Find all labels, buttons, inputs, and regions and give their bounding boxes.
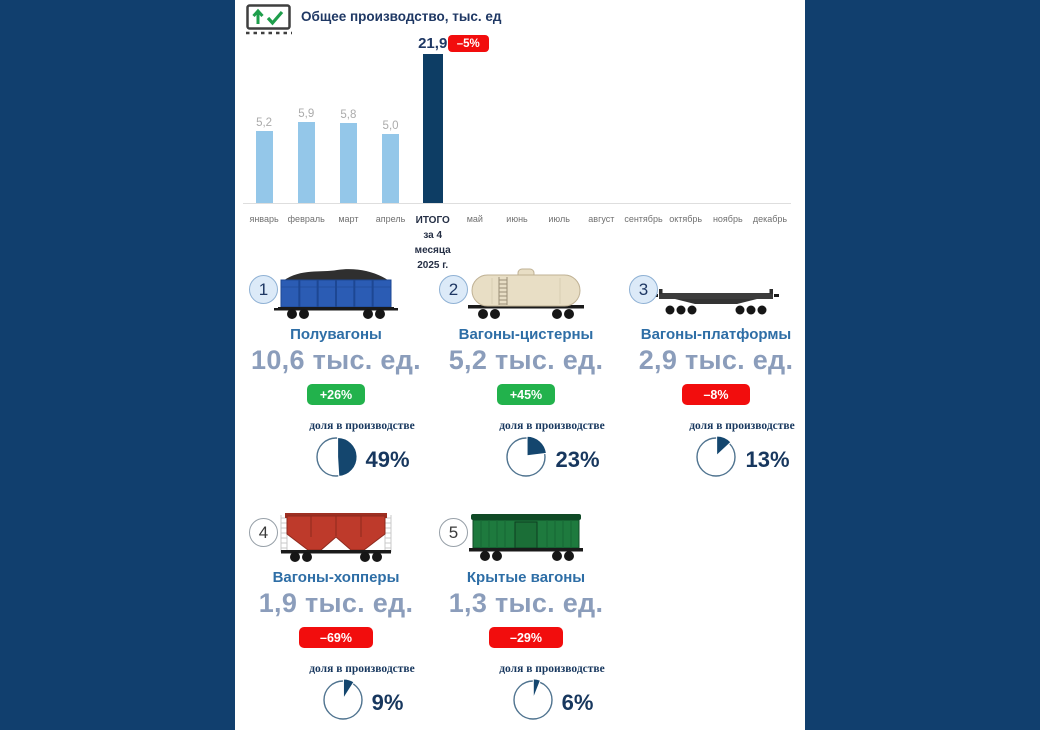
wagon-type-name: Крытые вагоны [466,569,586,586]
bar-column: 5,9 [285,108,327,203]
wagon-card-1: 1 Полувагоны 10,6 тыс. ед. +26% доля в п… [243,260,429,484]
wagon-card-3: 3 Вагоны-платформы 2,9 тыс. ед. –8% доля… [623,260,805,484]
change-badge: –8% [682,384,750,405]
share-percent: 49% [365,446,410,472]
card-number-badge: 5 [439,518,468,547]
hopper-wagon-icon [243,505,429,563]
share-row: 13% [649,435,805,484]
change-badge: +45% [496,384,556,405]
wagon-type-name: Полувагоны [290,326,382,343]
share-pie-chart [511,678,555,727]
share-label: доля в производстве [499,663,605,675]
wagon-card-2: 2 Вагоны-цистерны 5,2 тыс. ед. +45% доля… [433,260,619,484]
x-label-month: август [588,214,615,224]
chart-bars-area: 5,2 5,9 5,8 5,0 21,9 –5% [243,33,791,204]
production-share: доля в производстве 13% [649,420,805,484]
x-label-month: март [338,214,359,224]
bar-value-label: 5,2 [256,117,273,129]
wagon-production-value: 1,9 тыс. ед. [258,588,414,618]
share-row: 49% [269,435,455,484]
card-number-badge: 1 [249,275,278,304]
share-percent: 9% [371,689,404,715]
x-label-month: январь [249,214,279,224]
x-label-month: ноябрь [712,214,743,224]
card-number-badge: 3 [629,275,658,304]
change-badge: –29% [489,627,563,648]
wagon-type-name: Вагоны-цистерны [458,326,594,343]
production-share: доля в производстве 23% [459,420,645,484]
total-change-badge: –5% [447,35,489,52]
tank-wagon-icon [433,262,619,320]
wagon-production-value: 2,9 тыс. ед. [638,345,794,375]
monitor-up-check-icon [245,3,295,42]
total-bar [422,54,443,203]
x-label-month: май [466,214,483,224]
gondola-wagon-icon [243,262,429,320]
production-share: доля в производстве 6% [459,663,645,727]
wagon-card-5: 5 Крытые вагоны 1,3 тыс. ед. –29% доля в… [433,503,619,727]
bar-column-total: 21,9 –5% [412,35,489,203]
bar-value-label: 5,9 [298,108,315,120]
month-bar [339,123,357,203]
share-row: 6% [459,678,645,727]
x-label-month: апрель [375,214,406,224]
share-label: доля в производстве [499,420,605,432]
share-pie-chart [321,678,365,727]
wagon-type-name: Вагоны-платформы [640,326,792,343]
wagon-production-value: 5,2 тыс. ед. [448,345,604,375]
wagon-type-name: Вагоны-хопперы [272,569,400,586]
x-label-month: октябрь [669,214,703,224]
bar-value-label: 5,0 [382,120,399,132]
wagon-card-4: 4 Вагоны-хопперы 1,9 тыс. ед. –69% доля … [243,503,429,727]
month-bar [255,131,273,203]
bar-value-label: 5,8 [340,109,357,121]
share-percent: 13% [745,446,790,472]
production-bar-chart: 5,2 5,9 5,8 5,0 21,9 –5% январь февраль март апр… [243,33,791,273]
wagon-production-value: 1,3 тыс. ед. [448,588,604,618]
production-share: доля в производстве 49% [269,420,455,484]
month-bar [297,122,315,203]
share-row: 23% [459,435,645,484]
chart-x-axis-labels: январь февраль март апрель ИТОГО за 4 месяца… [243,204,791,273]
share-pie-chart [504,435,548,484]
flat-wagon-icon [623,262,805,320]
card-number-badge: 2 [439,275,468,304]
share-label: доля в производстве [689,420,795,432]
card-number-badge: 4 [249,518,278,547]
share-label: доля в производстве [309,663,415,675]
chart-title: Общее производство, тыс. ед [301,9,502,24]
month-bar [382,134,400,203]
bar-value-label: 21,9 [418,35,448,52]
bar-column: 5,2 [243,117,285,203]
share-percent: 6% [561,689,594,715]
x-label-month: сентябрь [624,214,663,224]
x-label-month: февраль [287,214,325,224]
bar-column: 5,0 [369,120,411,203]
share-pie-chart [694,435,738,484]
boxcar-wagon-icon [433,505,619,563]
share-pie-chart [314,435,359,484]
share-percent: 23% [555,446,600,472]
change-badge: +26% [306,384,366,405]
x-label-total: ИТОГО за 4 месяца 2025 г. [414,215,451,271]
production-share: доля в производстве 9% [269,663,455,727]
x-label-month: июль [548,214,570,224]
x-label-month: июнь [506,214,528,224]
change-badge: –69% [299,627,373,648]
wagon-production-value: 10,6 тыс. ед. [251,345,421,375]
x-label-month: декабрь [752,214,788,224]
share-row: 9% [269,678,455,727]
infographic-panel: Общее производство, тыс. ед 5,2 5,9 5,8 5,0… [235,0,805,730]
share-label: доля в производстве [309,420,415,432]
bar-column: 5,8 [327,109,369,203]
